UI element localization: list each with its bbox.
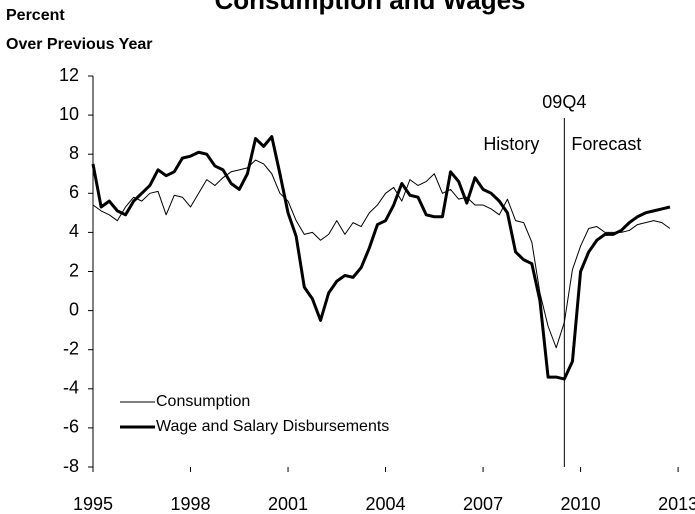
y-tick-label: 4 (69, 221, 79, 241)
y-tick-label: -8 (63, 456, 79, 476)
x-tick-label: 2010 (561, 494, 601, 514)
series-line (92, 159, 671, 349)
chart-title: Consumption and Wages (214, 0, 525, 15)
y-axis-label: Percent (6, 7, 65, 24)
y-tick-label: 0 (69, 299, 79, 319)
x-tick-label: 2004 (366, 494, 406, 514)
legend-label: Wage and Salary Disbursements (156, 418, 389, 435)
x-tick-label: 2001 (268, 494, 308, 514)
y-tick-label: 6 (69, 182, 79, 202)
legend-label: Consumption (156, 393, 250, 410)
divider-label: 09Q4 (542, 92, 586, 112)
y-tick-label: 2 (69, 260, 79, 280)
y-tick-label: 8 (69, 143, 79, 163)
y-tick-label: -6 (63, 417, 79, 437)
y-tick-label: -4 (63, 378, 79, 398)
y-tick-label: 12 (59, 65, 79, 85)
x-tick-label: 1995 (73, 494, 113, 514)
history-label: History (483, 134, 539, 154)
y-axis-label: Over Previous Year (6, 36, 152, 53)
y-tick-label: -2 (63, 338, 79, 358)
y-tick-label: 10 (59, 104, 79, 124)
x-tick-label: 1998 (170, 494, 210, 514)
x-tick-label: 2007 (463, 494, 503, 514)
series-line (91, 135, 671, 381)
x-tick-label: 2013 (658, 494, 695, 514)
forecast-label: Forecast (571, 134, 641, 154)
